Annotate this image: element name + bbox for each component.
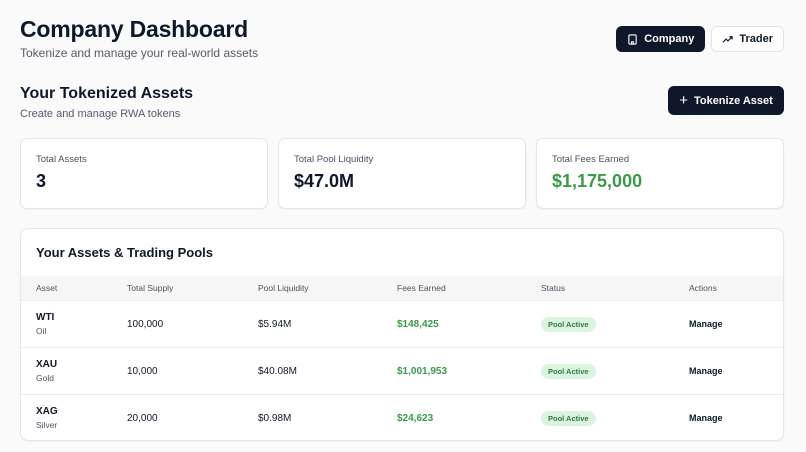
pool-liquidity-cell: $5.94M — [258, 318, 292, 330]
total-supply-cell: 10,000 — [127, 365, 158, 377]
stat-value: $47.0M — [294, 171, 355, 191]
asset-cell: WTI Oil — [36, 301, 54, 347]
tokenize-asset-button[interactable]: + Tokenize Asset — [668, 86, 784, 115]
column-header-pool-liquidity: Pool Liquidity — [258, 283, 309, 293]
asset-name: Oil — [36, 326, 47, 336]
stat-value: 3 — [36, 171, 47, 191]
table-row: XAU Gold 10,000 $40.08M $1,001,953 Pool … — [21, 347, 783, 394]
asset-symbol: WTI — [36, 312, 55, 323]
company-view-button[interactable]: Company — [616, 26, 706, 52]
status-cell: Pool Active — [541, 348, 596, 394]
page-title: Company Dashboard — [20, 16, 248, 42]
stat-card-fees-earned: Total Fees Earned $1,175,000 — [536, 138, 784, 209]
asset-cell: XAG Silver — [36, 395, 58, 440]
table-title: Your Assets & Trading Pools — [36, 245, 213, 260]
manage-button[interactable]: Manage — [689, 413, 723, 423]
manage-button[interactable]: Manage — [689, 319, 723, 329]
assets-section-header: Your Tokenized Assets Create and manage … — [20, 84, 193, 120]
asset-cell: XAU Gold — [36, 348, 57, 394]
status-badge: Pool Active — [541, 316, 596, 332]
column-header-asset: Asset — [36, 283, 58, 293]
assets-table-card: Your Assets & Trading Pools Asset Total … — [20, 228, 784, 441]
stat-card-total-assets: Total Assets 3 — [20, 138, 268, 209]
manage-button[interactable]: Manage — [689, 366, 723, 376]
column-header-status: Status — [541, 283, 566, 293]
total-supply-cell: 100,000 — [127, 318, 164, 330]
column-header-actions: Actions — [689, 283, 717, 293]
table-row: WTI Oil 100,000 $5.94M $148,425 Pool Act… — [21, 300, 783, 347]
stat-label: Total Fees Earned — [552, 154, 630, 165]
section-subtitle: Create and manage RWA tokens — [20, 108, 181, 120]
table-row: XAG Silver 20,000 $0.98M $24,623 Pool Ac… — [21, 394, 783, 440]
stat-value: $1,175,000 — [552, 171, 643, 191]
asset-symbol: XAG — [36, 406, 58, 417]
fees-earned-cell: $148,425 — [397, 318, 439, 330]
page-header: Company Dashboard Tokenize and manage yo… — [20, 14, 258, 60]
tokenize-asset-label: Tokenize Asset — [693, 94, 773, 107]
column-header-total-supply: Total Supply — [127, 283, 174, 293]
asset-symbol: XAU — [36, 359, 58, 370]
building-icon — [628, 33, 637, 45]
trader-view-label: Trader — [739, 33, 773, 45]
view-switch: Company Trader — [616, 26, 784, 52]
status-badge: Pool Active — [541, 363, 596, 379]
fees-earned-cell: $24,623 — [397, 412, 434, 424]
pool-liquidity-cell: $0.98M — [258, 412, 292, 424]
pool-liquidity-cell: $40.08M — [258, 365, 297, 377]
status-cell: Pool Active — [541, 395, 596, 440]
table-header: Asset Total Supply Pool Liquidity Fees E… — [21, 276, 783, 300]
fees-earned-cell: $1,001,953 — [397, 365, 448, 377]
trending-up-icon — [722, 35, 734, 43]
page-subtitle: Tokenize and manage your real-world asse… — [20, 46, 259, 60]
column-header-fees-earned: Fees Earned — [397, 283, 446, 293]
status-cell: Pool Active — [541, 301, 596, 347]
company-view-label: Company — [644, 33, 695, 45]
status-badge: Pool Active — [541, 410, 596, 426]
asset-name: Gold — [36, 373, 54, 383]
stats-row: Total Assets 3 Total Pool Liquidity $47.… — [20, 138, 784, 209]
stat-label: Total Assets — [36, 154, 87, 165]
plus-icon: + — [679, 92, 688, 109]
stat-card-pool-liquidity: Total Pool Liquidity $47.0M — [278, 138, 526, 209]
stat-label: Total Pool Liquidity — [294, 154, 374, 165]
total-supply-cell: 20,000 — [127, 412, 158, 424]
asset-name: Silver — [36, 420, 58, 430]
section-title: Your Tokenized Assets — [20, 85, 194, 102]
trader-view-button[interactable]: Trader — [711, 26, 784, 52]
